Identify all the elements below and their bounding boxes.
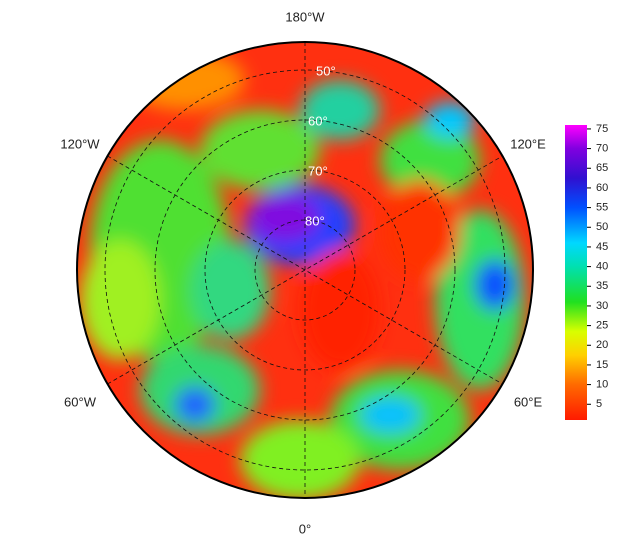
colorbar-tick-label: 35 <box>596 280 608 292</box>
lon-label: 180°W <box>285 9 325 24</box>
data-field <box>77 42 533 498</box>
colorbar-tick-label: 40 <box>596 261 608 273</box>
lat-label: 70° <box>308 163 328 178</box>
colorbar-tick-label: 15 <box>596 359 608 371</box>
map-border <box>76 41 534 499</box>
colorbar-tick-label: 70 <box>596 143 608 155</box>
lat-label: 80° <box>305 213 325 228</box>
colorbar-tick-label: 10 <box>596 379 608 391</box>
colorbar-tick-label: 20 <box>596 339 608 351</box>
lat-label: 50° <box>316 63 336 78</box>
colorbar-tick-label: 55 <box>596 202 608 214</box>
colorbar-tick-label: 5 <box>596 398 602 410</box>
colorbar-tick-label: 60 <box>596 182 608 194</box>
lon-label: 120°E <box>510 136 546 151</box>
graticule <box>104 42 506 498</box>
colorbar-tick-label: 30 <box>596 300 608 312</box>
colorbar <box>565 125 587 420</box>
lon-label: 120°W <box>60 136 100 151</box>
colorbar-tick-label: 65 <box>596 162 608 174</box>
lon-label: 0° <box>299 521 311 536</box>
colorbar-tick-label: 25 <box>596 320 608 332</box>
colorbar-tick-label: 50 <box>596 221 608 233</box>
lat-label: 60° <box>308 113 328 128</box>
colorbar-tick-label: 45 <box>596 241 608 253</box>
colorbar-tick-label: 75 <box>596 123 608 135</box>
lon-label: 60°W <box>64 394 97 409</box>
lon-label: 60°E <box>514 394 543 409</box>
